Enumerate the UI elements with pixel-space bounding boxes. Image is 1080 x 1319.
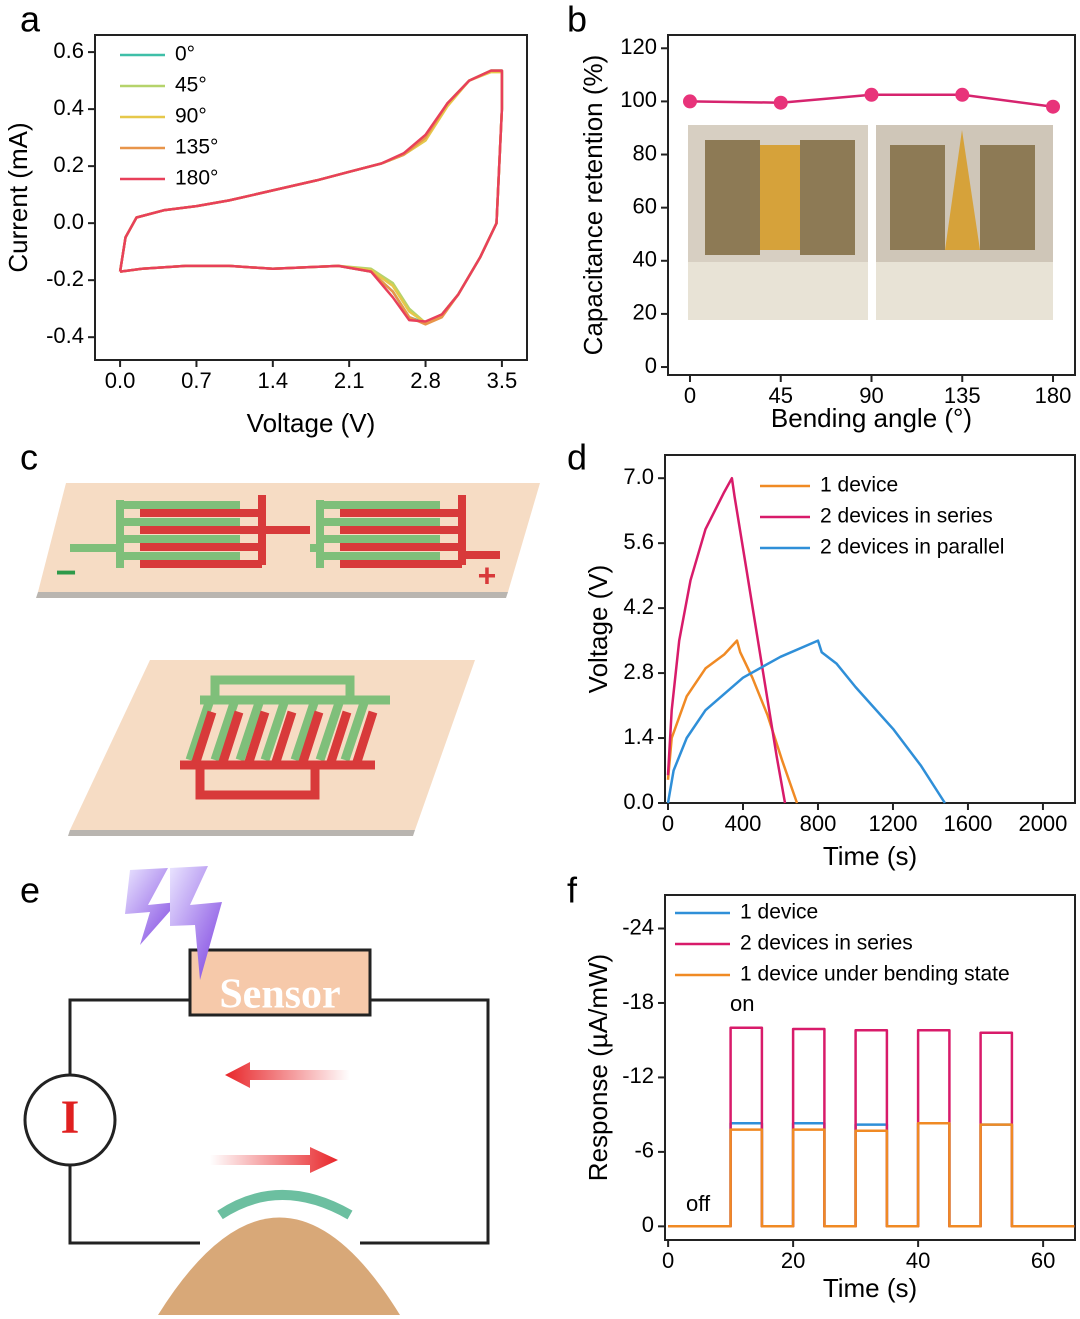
y-tick-label: 5.6	[623, 529, 654, 554]
legend-label: 1 device	[740, 901, 818, 924]
y-axis-label: Current (mA)	[3, 122, 33, 272]
y-tick-label: -6	[634, 1138, 654, 1163]
legend-label: 135°	[175, 136, 218, 159]
x-tick-label: 3.5	[487, 368, 518, 393]
y-tick-label: 7.0	[623, 464, 654, 489]
panel-label: e	[20, 870, 40, 911]
plus-sign: +	[478, 557, 497, 593]
legend-label: 1 device under bending state	[740, 963, 1010, 986]
panel-label: c	[20, 437, 38, 478]
y-tick-label: 100	[620, 87, 657, 112]
x-axis-label: Voltage (V)	[247, 408, 376, 438]
sensor-label: Sensor	[219, 972, 340, 1018]
y-tick-label: 0.2	[53, 152, 84, 177]
series-line	[668, 1122, 1075, 1228]
minus-sign: −	[55, 552, 76, 593]
series-line	[666, 476, 787, 804]
y-tick-label: -18	[622, 989, 654, 1014]
legend-label: 2 devices in series	[820, 505, 993, 528]
legend-label: 90°	[175, 105, 207, 128]
x-tick-label: 2000	[1018, 811, 1067, 836]
x-axis-label: Time (s)	[823, 1273, 917, 1303]
photo-inset	[688, 125, 1053, 320]
legend-label: 1 device	[820, 474, 898, 497]
x-tick-label: 0	[662, 1248, 674, 1273]
x-tick-label: 0	[662, 811, 674, 836]
x-tick-label: 20	[781, 1248, 805, 1273]
y-tick-label: 0.4	[53, 95, 84, 120]
y-tick-label: 60	[633, 193, 657, 218]
data-point	[864, 87, 879, 102]
y-tick-label: 40	[633, 247, 657, 272]
panel-label: a	[20, 0, 41, 40]
series-line	[118, 69, 504, 323]
y-tick-label: 0	[642, 1212, 654, 1237]
annotation: on	[730, 991, 754, 1016]
y-axis-label: Capacitance retention (%)	[578, 55, 608, 356]
data-point	[682, 94, 697, 109]
y-tick-label: 0.0	[53, 209, 84, 234]
x-tick-label: 1.4	[258, 368, 289, 393]
meter-label: I	[61, 1091, 80, 1144]
x-tick-label: 0.7	[181, 368, 212, 393]
y-tick-label: 0.6	[53, 38, 84, 63]
y-tick-label: 4.2	[623, 594, 654, 619]
y-tick-label: 120	[620, 34, 657, 59]
x-tick-label: 0.0	[105, 368, 136, 393]
x-tick-label: 1200	[868, 811, 917, 836]
x-axis-label: Bending angle (°)	[771, 403, 972, 433]
x-axis-label: Time (s)	[823, 841, 917, 871]
x-tick-label: 45	[768, 383, 792, 408]
y-tick-label: 0	[645, 353, 657, 378]
x-tick-label: 0	[684, 383, 696, 408]
data-point	[1046, 99, 1061, 114]
legend-label: 2 devices in series	[740, 932, 913, 955]
y-tick-label: -12	[622, 1063, 654, 1088]
y-tick-label: 2.8	[623, 659, 654, 684]
plot-frame	[664, 454, 1076, 804]
x-tick-label: 2.1	[334, 368, 365, 393]
plot-frame	[664, 894, 1076, 1241]
x-tick-label: 2.8	[410, 368, 441, 393]
legend-label: 0°	[175, 43, 195, 66]
data-point	[955, 87, 970, 102]
annotation: off	[686, 1191, 711, 1216]
y-tick-label: 20	[633, 300, 657, 325]
y-axis-label: Voltage (V)	[583, 565, 613, 694]
x-tick-label: 180	[1035, 383, 1072, 408]
legend-label: 180°	[175, 167, 218, 190]
device-diagram	[36, 483, 540, 836]
x-tick-label: 135	[944, 383, 981, 408]
y-tick-label: -24	[622, 914, 654, 939]
legend-label: 45°	[175, 74, 207, 97]
legend-label: 2 devices in parallel	[820, 536, 1004, 559]
y-tick-label: -0.4	[46, 323, 84, 348]
plot-frame	[94, 34, 528, 361]
x-tick-label: 60	[1031, 1248, 1055, 1273]
x-tick-label: 40	[906, 1248, 930, 1273]
panel-label: d	[567, 437, 587, 478]
data-point	[773, 95, 788, 110]
panel-label: b	[567, 0, 587, 40]
x-tick-label: 800	[800, 811, 837, 836]
y-tick-label: 0.0	[623, 789, 654, 814]
series-line	[668, 1026, 1075, 1228]
y-tick-label: -0.2	[46, 266, 84, 291]
x-tick-label: 1600	[943, 811, 992, 836]
x-tick-label: 400	[725, 811, 762, 836]
circuit-diagram	[23, 866, 490, 1315]
series-line	[666, 639, 946, 804]
panel-label: f	[567, 870, 578, 911]
series-line	[668, 1122, 1075, 1228]
series-line	[666, 639, 799, 804]
y-tick-label: 80	[633, 140, 657, 165]
y-tick-label: 1.4	[623, 724, 654, 749]
y-axis-label: Response (µA/mW)	[583, 954, 613, 1181]
x-tick-label: 90	[859, 383, 883, 408]
